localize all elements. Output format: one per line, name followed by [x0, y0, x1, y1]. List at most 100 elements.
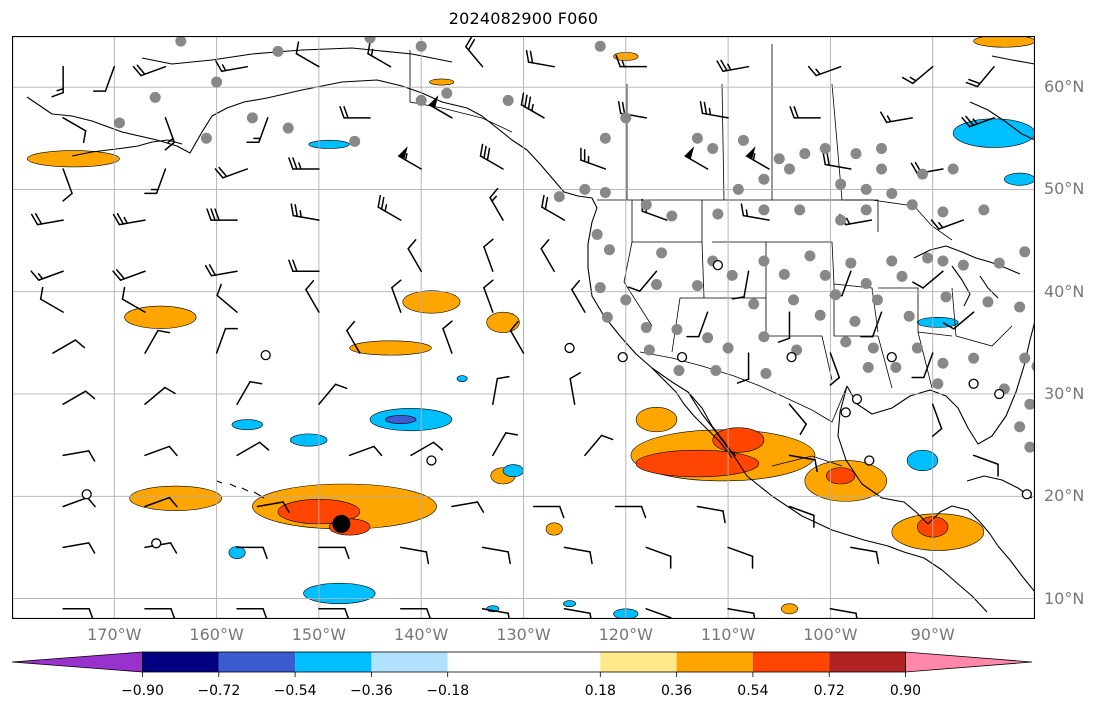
colorbar-tick-label: −0.90 — [121, 683, 164, 699]
station-marker-filled — [758, 331, 770, 343]
wind-barb — [541, 194, 566, 221]
station-marker-filled — [947, 163, 959, 175]
wind-barb — [391, 279, 402, 313]
wind-barb — [206, 208, 238, 221]
wind-barb — [30, 270, 64, 281]
station-marker-filled — [175, 36, 187, 47]
wind-barb — [880, 111, 913, 124]
map-title: 2024082900 F060 — [448, 9, 599, 28]
station-marker-filled — [773, 153, 785, 165]
positive-anomaly-region — [545, 522, 563, 536]
wind-barb — [789, 106, 821, 119]
wind-barb — [563, 608, 593, 619]
wind-barb — [645, 608, 672, 619]
colorbar-segment — [829, 652, 906, 672]
wind-barb — [144, 496, 178, 508]
coastline-aleutians — [71, 139, 183, 157]
wind-barb — [584, 434, 614, 457]
station-marker-filled — [671, 324, 683, 336]
wind-barb — [931, 403, 943, 437]
wind-barb — [290, 203, 320, 221]
wind-barb — [246, 117, 269, 144]
wind-barb — [62, 496, 96, 508]
colorbar-tick-label: −0.72 — [197, 683, 241, 699]
station-marker-filled — [282, 122, 294, 134]
wind-barb — [736, 352, 750, 384]
negative-anomaly-region — [563, 600, 576, 608]
station-marker-filled — [886, 188, 898, 200]
colorbar-tick-label: 0.90 — [889, 683, 922, 699]
lon-label: 120°W — [598, 625, 653, 644]
wind-barb — [112, 213, 146, 226]
positive-anomaly-region — [826, 467, 856, 485]
station-marker-filled — [890, 361, 902, 373]
wind-barb — [563, 546, 593, 565]
station-marker-filled — [1019, 246, 1031, 258]
wind-barb — [377, 194, 402, 221]
station-marker-filled — [113, 117, 125, 129]
station-marker-filled — [650, 279, 662, 291]
lat-label: 60°N — [1044, 77, 1085, 97]
station-marker-filled — [666, 210, 678, 222]
wind-barb — [628, 270, 658, 292]
station-marker-filled — [957, 259, 969, 271]
station-marker-filled — [860, 204, 872, 216]
station-marker-open — [81, 489, 92, 500]
station-marker-filled — [1024, 441, 1035, 453]
station-marker-filled — [640, 322, 652, 333]
colorbar-extend-low — [11, 651, 143, 673]
lon-label: 100°W — [803, 625, 858, 644]
station-marker-open — [617, 352, 628, 363]
colorbar-frame — [142, 651, 906, 673]
wind-barb — [339, 106, 371, 119]
station-marker-open — [151, 538, 162, 549]
wind-barb — [745, 146, 770, 170]
wind-barb — [51, 65, 64, 98]
negative-anomaly-region — [231, 419, 263, 431]
wind-barb — [829, 608, 859, 619]
wind-barb — [788, 403, 807, 436]
wind-barb — [901, 65, 934, 85]
colorbar-segment — [295, 652, 372, 672]
station-marker-open — [994, 388, 1005, 400]
wind-barb — [144, 329, 171, 354]
station-marker-filled — [978, 204, 990, 216]
station-marker-filled — [246, 112, 258, 124]
lon-label: 130°W — [496, 625, 551, 644]
wind-barb — [132, 64, 167, 77]
station-marker-filled — [922, 252, 934, 264]
station-marker-filled — [799, 148, 811, 160]
wind-barb — [367, 41, 392, 68]
wind-barb — [144, 168, 167, 195]
coastline-gulf-east — [846, 320, 1035, 445]
wind-barb — [52, 339, 86, 354]
map-frame — [12, 36, 1035, 619]
station-marker-filled — [916, 168, 928, 180]
wind-barb — [236, 441, 270, 457]
station-marker-filled — [748, 298, 760, 310]
positive-anomaly-region — [402, 290, 461, 314]
station-marker-filled — [788, 294, 800, 306]
wind-barb — [295, 41, 320, 68]
station-marker-filled — [860, 183, 872, 195]
station-marker-filled — [726, 269, 738, 281]
station-marker-open — [786, 352, 797, 363]
station-marker-filled — [737, 134, 749, 146]
lat-label: 30°N — [1044, 383, 1085, 403]
station-marker-filled — [1019, 352, 1031, 364]
station-marker-filled — [758, 173, 770, 185]
wind-barb — [961, 115, 995, 128]
station-marker-filled — [835, 214, 847, 226]
station-marker-open — [851, 393, 863, 405]
wind-barb — [483, 279, 494, 313]
border-alaska-canada — [409, 50, 513, 133]
wind-barb — [305, 279, 320, 313]
wind-barb — [788, 505, 815, 528]
station-marker-filled — [149, 91, 161, 103]
wind-barb — [346, 320, 361, 354]
station-marker-filled — [937, 357, 949, 369]
station-marker-filled — [732, 183, 744, 195]
negative-anomaly-region — [289, 433, 328, 447]
gridlines — [12, 36, 1035, 619]
wind-barb — [288, 157, 320, 170]
